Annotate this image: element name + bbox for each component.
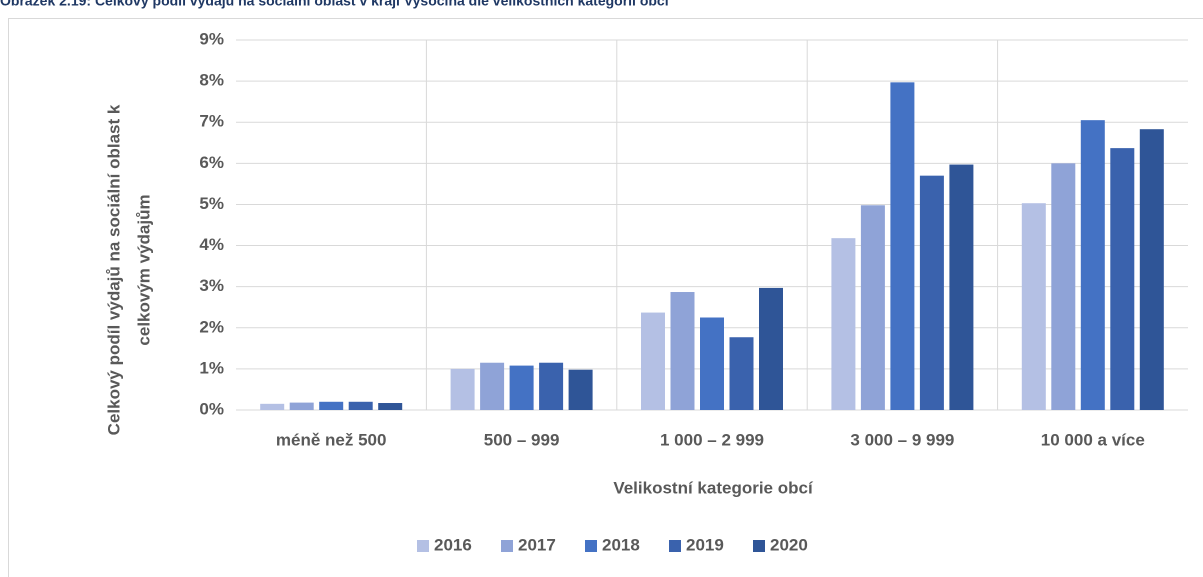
bar — [831, 238, 856, 410]
legend-label: 2016 — [434, 535, 472, 554]
bar — [1080, 120, 1105, 411]
legend-swatch — [417, 540, 429, 552]
bar — [919, 175, 944, 410]
legend-label: 2017 — [518, 535, 556, 554]
y-tick-label: 3% — [199, 276, 224, 295]
x-tick-label: 500 – 999 — [484, 430, 560, 449]
y-tick-label: 0% — [199, 399, 224, 418]
y-tick-label: 9% — [199, 29, 224, 48]
bar — [260, 403, 285, 410]
y-tick-label: 8% — [199, 71, 224, 90]
bar — [670, 292, 695, 410]
x-tick-label: 3 000 – 9 999 — [850, 430, 954, 449]
legend-swatch — [501, 540, 513, 552]
bar — [378, 403, 403, 410]
bar — [700, 317, 724, 410]
bar — [949, 164, 974, 410]
bar — [509, 365, 534, 410]
legend-label: 2018 — [602, 535, 640, 554]
bar — [1021, 203, 1046, 410]
y-tick-label: 2% — [199, 317, 224, 336]
bar — [1139, 129, 1164, 410]
bar — [729, 337, 754, 410]
legend-label: 2019 — [686, 535, 724, 554]
bar — [568, 369, 593, 410]
bar — [759, 287, 783, 410]
bar — [641, 312, 665, 410]
x-tick-label: 1 000 – 2 999 — [660, 430, 764, 449]
x-axis-label: Velikostní kategorie obcí — [613, 478, 814, 497]
bar — [1051, 163, 1076, 410]
legend-swatch — [585, 540, 597, 552]
bar — [539, 362, 564, 410]
bar — [348, 401, 373, 410]
legend-swatch — [753, 540, 765, 552]
bar — [1110, 148, 1135, 410]
y-tick-label: 1% — [199, 358, 224, 377]
y-axis-label-line: Celkový podíl výdajů na sociální oblast … — [104, 104, 123, 435]
legend-label: 2020 — [770, 535, 808, 554]
chart-title: Obrázek 2.19: Celkový podíl výdajů na so… — [0, 0, 670, 9]
y-axis-label: Celkový podíl výdajů na sociální oblast … — [104, 104, 153, 435]
y-tick-label: 4% — [199, 235, 224, 254]
y-tick-label: 7% — [199, 112, 224, 131]
y-tick-label: 5% — [199, 194, 224, 213]
chart-frame — [8, 18, 1203, 577]
bar — [890, 82, 915, 410]
bar — [860, 205, 885, 410]
legend-swatch — [669, 540, 681, 552]
bar — [289, 402, 314, 410]
x-tick-label: 10 000 a více — [1041, 430, 1145, 449]
bar — [480, 362, 505, 410]
bar — [450, 368, 475, 410]
y-axis-label-line: celkovým výdajům — [134, 194, 153, 345]
bar — [319, 401, 344, 410]
x-tick-label: méně než 500 — [276, 430, 387, 449]
y-tick-label: 6% — [199, 153, 224, 172]
